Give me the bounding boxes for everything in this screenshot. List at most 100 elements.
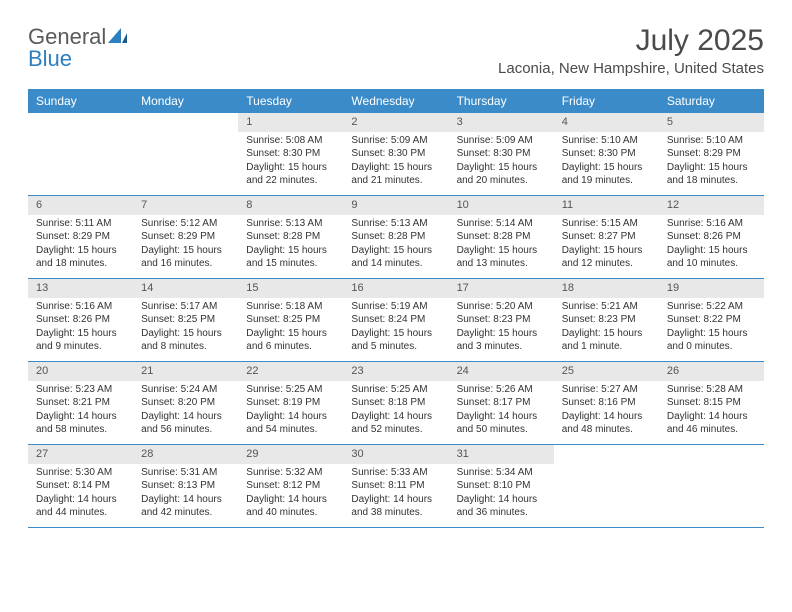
sunset-text: Sunset: 8:18 PM <box>351 396 440 410</box>
day-content: Sunrise: 5:22 AMSunset: 8:22 PMDaylight:… <box>659 298 764 360</box>
daylight-text: Daylight: 14 hours and 54 minutes. <box>246 410 335 437</box>
sunrise-text: Sunrise: 5:34 AM <box>457 466 546 480</box>
sunrise-text: Sunrise: 5:20 AM <box>457 300 546 314</box>
week-row: 13Sunrise: 5:16 AMSunset: 8:26 PMDayligh… <box>28 279 764 362</box>
sunrise-text: Sunrise: 5:08 AM <box>246 134 335 148</box>
day-content: Sunrise: 5:27 AMSunset: 8:16 PMDaylight:… <box>554 381 659 443</box>
day-number: 21 <box>133 362 238 381</box>
sunrise-text: Sunrise: 5:22 AM <box>667 300 756 314</box>
day-number: 19 <box>659 279 764 298</box>
day-number: 23 <box>343 362 448 381</box>
day-cell: 23Sunrise: 5:25 AMSunset: 8:18 PMDayligh… <box>343 362 448 444</box>
daylight-text: Daylight: 14 hours and 50 minutes. <box>457 410 546 437</box>
sunset-text: Sunset: 8:28 PM <box>457 230 546 244</box>
day-cell: 16Sunrise: 5:19 AMSunset: 8:24 PMDayligh… <box>343 279 448 361</box>
daylight-text: Daylight: 14 hours and 36 minutes. <box>457 493 546 520</box>
day-number: 11 <box>554 196 659 215</box>
day-cell: 27Sunrise: 5:30 AMSunset: 8:14 PMDayligh… <box>28 445 133 527</box>
sunset-text: Sunset: 8:21 PM <box>36 396 125 410</box>
sunset-text: Sunset: 8:23 PM <box>457 313 546 327</box>
sunrise-text: Sunrise: 5:18 AM <box>246 300 335 314</box>
daylight-text: Daylight: 15 hours and 1 minute. <box>562 327 651 354</box>
day-content: Sunrise: 5:12 AMSunset: 8:29 PMDaylight:… <box>133 215 238 277</box>
day-content: Sunrise: 5:25 AMSunset: 8:18 PMDaylight:… <box>343 381 448 443</box>
sunrise-text: Sunrise: 5:24 AM <box>141 383 230 397</box>
sunset-text: Sunset: 8:28 PM <box>246 230 335 244</box>
sunset-text: Sunset: 8:15 PM <box>667 396 756 410</box>
daylight-text: Daylight: 15 hours and 18 minutes. <box>667 161 756 188</box>
sunrise-text: Sunrise: 5:19 AM <box>351 300 440 314</box>
day-number: 31 <box>449 445 554 464</box>
sunset-text: Sunset: 8:28 PM <box>351 230 440 244</box>
day-number: 25 <box>554 362 659 381</box>
day-number: 3 <box>449 113 554 132</box>
day-header-row: Sunday Monday Tuesday Wednesday Thursday… <box>28 89 764 113</box>
sunrise-text: Sunrise: 5:15 AM <box>562 217 651 231</box>
sunrise-text: Sunrise: 5:28 AM <box>667 383 756 397</box>
logo-text-blue: Blue <box>28 46 128 72</box>
daylight-text: Daylight: 14 hours and 58 minutes. <box>36 410 125 437</box>
day-content: Sunrise: 5:32 AMSunset: 8:12 PMDaylight:… <box>238 464 343 526</box>
daylight-text: Daylight: 15 hours and 14 minutes. <box>351 244 440 271</box>
day-content: Sunrise: 5:10 AMSunset: 8:29 PMDaylight:… <box>659 132 764 194</box>
day-header-thursday: Thursday <box>449 89 554 113</box>
sunrise-text: Sunrise: 5:16 AM <box>36 300 125 314</box>
sunset-text: Sunset: 8:30 PM <box>562 147 651 161</box>
sunset-text: Sunset: 8:12 PM <box>246 479 335 493</box>
title-block: July 2025 Laconia, New Hampshire, United… <box>498 24 764 77</box>
day-content: Sunrise: 5:08 AMSunset: 8:30 PMDaylight:… <box>238 132 343 194</box>
sunset-text: Sunset: 8:17 PM <box>457 396 546 410</box>
day-number: 1 <box>238 113 343 132</box>
day-content: Sunrise: 5:21 AMSunset: 8:23 PMDaylight:… <box>554 298 659 360</box>
month-title: July 2025 <box>498 24 764 58</box>
daylight-text: Daylight: 15 hours and 21 minutes. <box>351 161 440 188</box>
location: Laconia, New Hampshire, United States <box>498 60 764 77</box>
day-content: Sunrise: 5:31 AMSunset: 8:13 PMDaylight:… <box>133 464 238 526</box>
day-content: Sunrise: 5:18 AMSunset: 8:25 PMDaylight:… <box>238 298 343 360</box>
sunrise-text: Sunrise: 5:10 AM <box>562 134 651 148</box>
sunset-text: Sunset: 8:26 PM <box>36 313 125 327</box>
day-cell: 7Sunrise: 5:12 AMSunset: 8:29 PMDaylight… <box>133 196 238 278</box>
day-cell: 10Sunrise: 5:14 AMSunset: 8:28 PMDayligh… <box>449 196 554 278</box>
day-header-saturday: Saturday <box>659 89 764 113</box>
day-number <box>28 113 133 132</box>
day-cell <box>28 113 133 195</box>
calendar: Sunday Monday Tuesday Wednesday Thursday… <box>28 89 764 528</box>
day-cell: 6Sunrise: 5:11 AMSunset: 8:29 PMDaylight… <box>28 196 133 278</box>
day-cell: 18Sunrise: 5:21 AMSunset: 8:23 PMDayligh… <box>554 279 659 361</box>
sunset-text: Sunset: 8:27 PM <box>562 230 651 244</box>
sunrise-text: Sunrise: 5:26 AM <box>457 383 546 397</box>
day-cell: 3Sunrise: 5:09 AMSunset: 8:30 PMDaylight… <box>449 113 554 195</box>
day-content: Sunrise: 5:16 AMSunset: 8:26 PMDaylight:… <box>28 298 133 360</box>
sunrise-text: Sunrise: 5:25 AM <box>246 383 335 397</box>
day-number <box>554 445 659 464</box>
daylight-text: Daylight: 14 hours and 48 minutes. <box>562 410 651 437</box>
day-content: Sunrise: 5:14 AMSunset: 8:28 PMDaylight:… <box>449 215 554 277</box>
daylight-text: Daylight: 15 hours and 18 minutes. <box>36 244 125 271</box>
sunrise-text: Sunrise: 5:10 AM <box>667 134 756 148</box>
day-content: Sunrise: 5:26 AMSunset: 8:17 PMDaylight:… <box>449 381 554 443</box>
day-content: Sunrise: 5:34 AMSunset: 8:10 PMDaylight:… <box>449 464 554 526</box>
sunrise-text: Sunrise: 5:27 AM <box>562 383 651 397</box>
daylight-text: Daylight: 14 hours and 38 minutes. <box>351 493 440 520</box>
day-header-tuesday: Tuesday <box>238 89 343 113</box>
daylight-text: Daylight: 15 hours and 12 minutes. <box>562 244 651 271</box>
day-cell: 29Sunrise: 5:32 AMSunset: 8:12 PMDayligh… <box>238 445 343 527</box>
sunrise-text: Sunrise: 5:33 AM <box>351 466 440 480</box>
header: GeneralBlue July 2025 Laconia, New Hamps… <box>28 24 764 77</box>
sunset-text: Sunset: 8:25 PM <box>141 313 230 327</box>
sunrise-text: Sunrise: 5:31 AM <box>141 466 230 480</box>
day-cell: 17Sunrise: 5:20 AMSunset: 8:23 PMDayligh… <box>449 279 554 361</box>
day-content: Sunrise: 5:16 AMSunset: 8:26 PMDaylight:… <box>659 215 764 277</box>
day-content: Sunrise: 5:17 AMSunset: 8:25 PMDaylight:… <box>133 298 238 360</box>
sunset-text: Sunset: 8:30 PM <box>351 147 440 161</box>
day-number: 18 <box>554 279 659 298</box>
sunrise-text: Sunrise: 5:12 AM <box>141 217 230 231</box>
sunrise-text: Sunrise: 5:14 AM <box>457 217 546 231</box>
daylight-text: Daylight: 15 hours and 3 minutes. <box>457 327 546 354</box>
sunset-text: Sunset: 8:10 PM <box>457 479 546 493</box>
day-number: 27 <box>28 445 133 464</box>
day-number: 5 <box>659 113 764 132</box>
sunset-text: Sunset: 8:30 PM <box>246 147 335 161</box>
day-cell: 4Sunrise: 5:10 AMSunset: 8:30 PMDaylight… <box>554 113 659 195</box>
